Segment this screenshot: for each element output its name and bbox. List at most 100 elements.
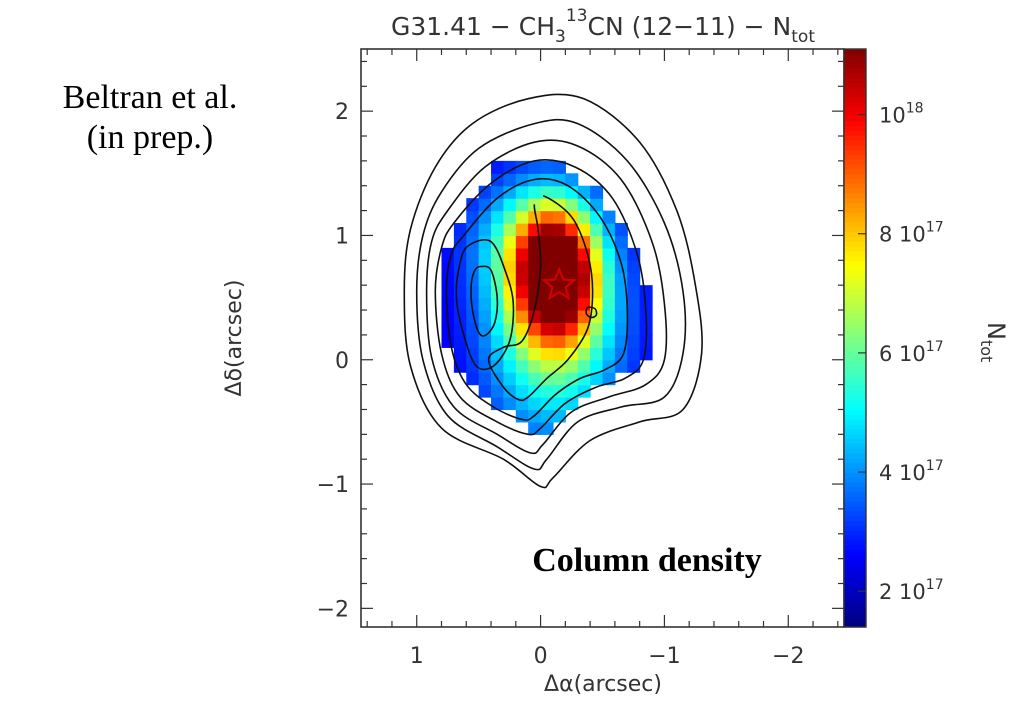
- colorbar-tick-labels: 1018 8 1017 6 1017 4 1017 2 1017: [879, 101, 944, 605]
- colorbar-segment: [844, 159, 866, 166]
- heatmap-cell: [503, 384, 517, 398]
- contour-level5: [445, 177, 629, 421]
- colorbar-segment: [844, 222, 866, 228]
- colorbar-segment: [844, 140, 866, 146]
- heatmap-cell: [441, 247, 455, 261]
- heatmap-cell: [552, 297, 566, 311]
- colorbar-tick-label: 2 1017: [879, 577, 944, 604]
- heatmap-cell: [528, 260, 542, 274]
- heatmap-cell: [453, 310, 467, 324]
- colorbar-segment: [844, 607, 866, 614]
- colorbar-segment: [844, 280, 866, 286]
- colorbar-segment: [844, 289, 866, 296]
- colorbar-segment: [844, 150, 866, 156]
- colorbar-segment: [844, 183, 866, 190]
- colorbar-segment: [844, 501, 866, 508]
- heatmap-cell: [503, 260, 517, 274]
- colorbar-segment: [844, 130, 866, 137]
- heatmap-cell: [453, 347, 467, 361]
- heatmap-cell: [491, 235, 505, 249]
- colorbar-segment: [844, 188, 866, 195]
- heatmap-cell: [491, 359, 505, 373]
- heatmap-cell: [552, 310, 566, 324]
- heatmap-cell: [503, 285, 517, 299]
- colorbar-segment: [844, 602, 866, 609]
- heatmap-cell: [627, 359, 641, 373]
- annotation-column-density: Column density: [532, 542, 762, 579]
- heatmap-cell: [466, 297, 480, 311]
- colorbar-segment: [844, 121, 866, 127]
- heatmap-cell: [627, 272, 641, 286]
- colorbar-segment: [844, 49, 866, 55]
- heatmap-cell: [503, 359, 517, 373]
- colorbar-segment: [844, 241, 866, 248]
- heatmap-cell: [478, 372, 492, 386]
- heatmap-cell: [590, 198, 604, 212]
- colorbar-segment: [844, 193, 866, 199]
- colorbar-segment: [844, 516, 866, 522]
- title-prefix: G31.41 − CH: [391, 12, 555, 41]
- heatmap-cell: [503, 173, 517, 187]
- heatmap-cell: [540, 235, 554, 249]
- heatmap-cell: [602, 247, 616, 261]
- heatmap-cell: [540, 297, 554, 311]
- colorbar-segment: [844, 458, 866, 464]
- colorbar-segment: [844, 583, 866, 590]
- heatmap-cell: [590, 210, 604, 224]
- colorbar-segment: [844, 549, 866, 556]
- heatmap-cell: [478, 347, 492, 361]
- colorbar-segment: [844, 73, 866, 79]
- colorbar-segment: [844, 617, 866, 623]
- heatmap-cell: [552, 160, 566, 174]
- x-tick-label: −2: [772, 644, 804, 669]
- heatmap-cell: [540, 322, 554, 336]
- colorbar-segment: [844, 342, 866, 349]
- contour-level1: [403, 93, 703, 489]
- heatmap-cell: [552, 372, 566, 386]
- colorbar-segment: [844, 145, 866, 151]
- heatmap-cell: [577, 260, 591, 274]
- heatmap-cell: [515, 347, 529, 361]
- colorbar-segment: [844, 400, 866, 407]
- heatmap-cell: [453, 359, 467, 373]
- heatmap-cell: [528, 160, 542, 174]
- credit-line-2: (in prep.): [86, 119, 214, 156]
- colorbar-segment: [844, 588, 866, 594]
- colorbar-label-main: N: [982, 322, 1010, 340]
- colorbar-segment: [844, 530, 866, 537]
- colorbar-segment: [844, 468, 866, 474]
- heatmap-cell: [515, 272, 529, 286]
- heatmap-cell: [515, 210, 529, 224]
- colorbar-frame: [843, 48, 867, 628]
- heatmap-cell: [515, 285, 529, 299]
- heatmap-cell: [577, 297, 591, 311]
- colorbar-segment: [844, 554, 866, 561]
- heatmap-cell: [577, 322, 591, 336]
- colorbar-segment: [844, 482, 866, 488]
- colorbar-segment: [844, 97, 866, 103]
- colorbar-segment: [844, 323, 866, 329]
- heatmap-cell: [590, 247, 604, 261]
- heatmap-cell: [565, 223, 579, 237]
- heatmap-cell: [590, 372, 604, 386]
- y-tick-label: −1: [317, 473, 349, 498]
- heatmap-cell: [565, 173, 579, 187]
- colorbar-tick-label: 4 1017: [879, 458, 944, 485]
- x-tick-label: 0: [534, 644, 548, 669]
- heatmap-cell: [491, 347, 505, 361]
- colorbar-segment: [844, 506, 866, 512]
- colorbar-segment: [844, 217, 866, 223]
- heatmap-cell: [515, 173, 529, 187]
- colorbar-segment: [844, 419, 866, 426]
- heatmap-cell: [540, 198, 554, 212]
- heatmap-cell: [602, 322, 616, 336]
- heatmap-cell: [441, 334, 455, 348]
- colorbar-segment: [844, 564, 866, 570]
- heatmap-cell: [466, 310, 480, 324]
- heatmap-cell: [503, 397, 517, 411]
- colorbar-segment: [844, 318, 866, 325]
- heatmap-cell: [552, 409, 566, 423]
- heatmap-cell: [565, 198, 579, 212]
- heatmap-cell: [577, 334, 591, 348]
